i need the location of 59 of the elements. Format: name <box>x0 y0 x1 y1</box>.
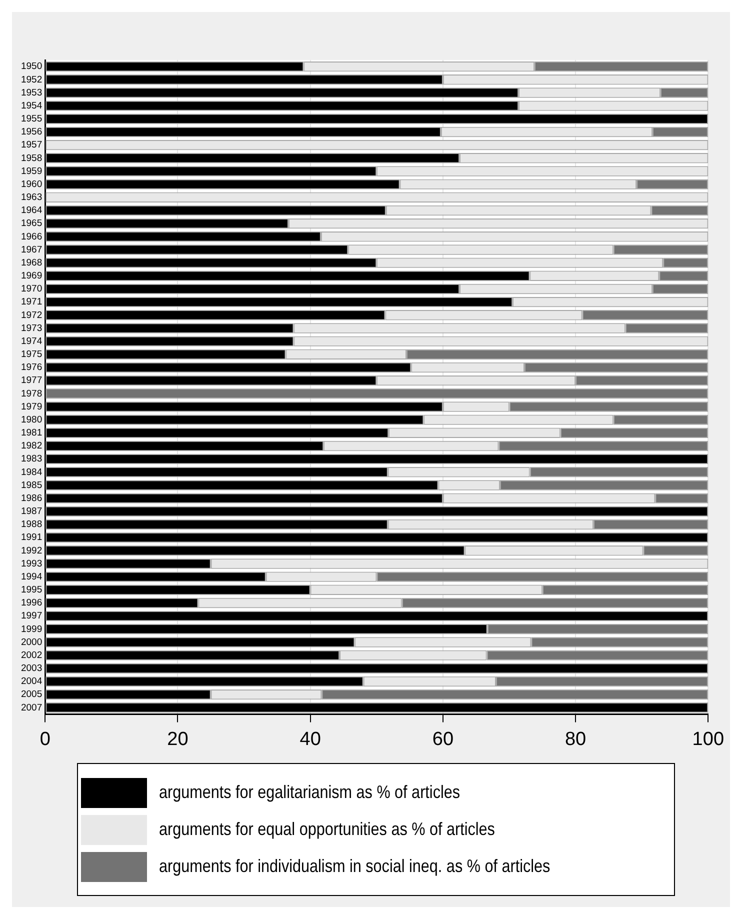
y-tick-label: 1971 <box>20 296 42 308</box>
y-tick-label: 1955 <box>20 114 42 125</box>
x-tick-label: 0 <box>40 728 50 750</box>
y-tick-label: 1958 <box>20 152 42 164</box>
y-tick-label: 1997 <box>20 610 42 622</box>
y-tick-label: 1995 <box>20 584 42 596</box>
y-tick-label: 1966 <box>20 231 42 242</box>
y-tick-label: 1956 <box>20 126 42 138</box>
y-tick-label: 1963 <box>20 192 42 204</box>
y-tick-label: 1982 <box>20 440 42 452</box>
y-tick-label: 1975 <box>20 349 42 360</box>
y-tick-label: 1960 <box>20 178 42 190</box>
y-tick-label: 1993 <box>20 558 42 570</box>
legend-label: arguments for individualism in social ineq. as % of articles <box>159 856 550 877</box>
y-tick-label: 1972 <box>20 310 42 321</box>
y-tick-label: 1950 <box>20 61 42 72</box>
y-tick-label: 1968 <box>20 257 42 268</box>
y-tick-label: 1980 <box>20 414 42 426</box>
y-tick-label: 1969 <box>20 270 42 282</box>
y-tick-label: 2002 <box>20 650 42 661</box>
y-tick-label: 1967 <box>20 244 42 256</box>
y-tick-label: 1979 <box>20 401 42 412</box>
x-tick-label: 100 <box>692 728 724 750</box>
y-tick-label: 1999 <box>20 624 42 635</box>
y-tick-label: 1964 <box>20 205 42 216</box>
x-tick-label: 20 <box>167 728 188 750</box>
y-tick-label: 1970 <box>20 284 42 295</box>
x-tick-label: 80 <box>564 728 586 750</box>
y-tick-label: 1973 <box>20 322 42 334</box>
y-tick-label: 1952 <box>20 74 42 86</box>
y-tick-label: 2003 <box>20 663 42 674</box>
y-tick-label: 1978 <box>20 388 42 400</box>
y-tick-label: 2004 <box>20 676 42 688</box>
y-tick-label: 2000 <box>20 636 42 648</box>
y-tick-label: 1985 <box>20 480 42 491</box>
y-tick-label: 1953 <box>20 87 42 98</box>
y-tick-label: 2005 <box>20 689 42 700</box>
y-tick-label: 1991 <box>20 532 42 544</box>
y-tick-label: 1983 <box>20 454 42 465</box>
y-tick-label: 1959 <box>20 166 42 177</box>
y-tick-label: 1957 <box>20 140 42 151</box>
x-tick-label: 40 <box>300 728 321 750</box>
x-tick-label: 60 <box>432 728 454 750</box>
y-tick-label: 1954 <box>20 100 42 112</box>
y-tick-label: 1977 <box>20 375 42 386</box>
legend-label: arguments for equal opportunities as % of articles <box>159 819 495 840</box>
y-tick-label: 2007 <box>20 702 42 714</box>
y-tick-label: 1988 <box>20 519 42 530</box>
y-tick-label: 1976 <box>20 362 42 374</box>
y-tick-label: 1981 <box>20 428 42 439</box>
y-tick-label: 1992 <box>20 545 42 556</box>
y-tick-label: 1974 <box>20 336 42 347</box>
y-tick-label: 1996 <box>20 598 42 609</box>
y-tick-label: 1984 <box>20 466 42 478</box>
y-tick-label: 1965 <box>20 218 42 230</box>
y-tick-label: 1994 <box>20 571 42 582</box>
y-tick-label: 1987 <box>20 506 42 518</box>
legend-label: arguments for egalitarianism as % of articles <box>159 782 460 803</box>
y-tick-label: 1986 <box>20 492 42 504</box>
